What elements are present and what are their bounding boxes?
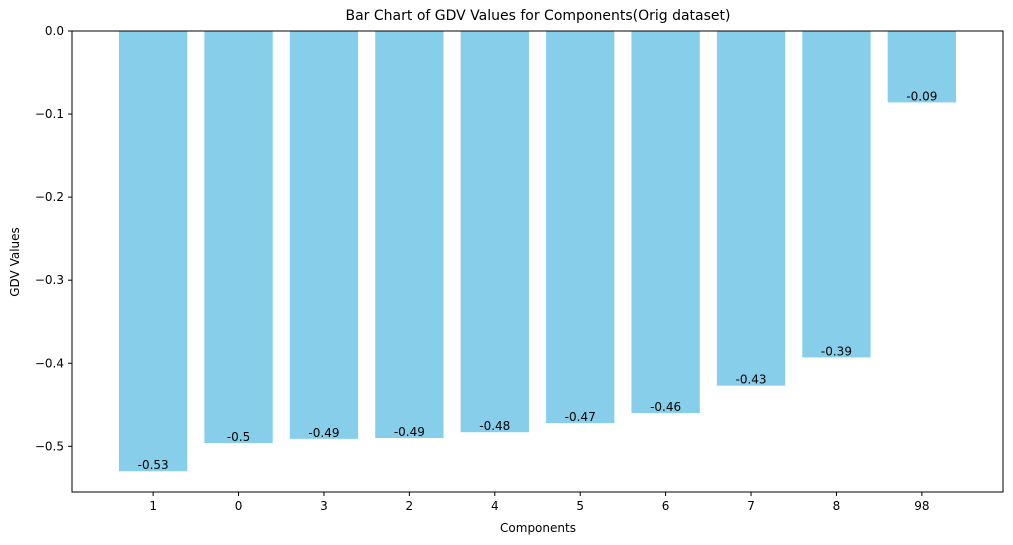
x-axis: 1 0 3 2 4 5 6 7 8 98	[149, 492, 929, 513]
y-tick-label-2: −0.2	[35, 190, 64, 204]
x-tick-label-2: 2	[406, 499, 414, 513]
x-tick-label-1: 1	[149, 499, 157, 513]
x-tick-label-7: 7	[747, 499, 755, 513]
x-tick-label-4: 4	[491, 499, 499, 513]
bar-5	[546, 31, 615, 424]
data-labels-layer: -0.53 -0.5 -0.49 -0.49 -0.48 -0.47 -0.46 -0.43 -…	[138, 89, 938, 472]
x-tick-label-98: 98	[914, 499, 929, 513]
bar-0	[204, 31, 273, 443]
data-label-2: -0.49	[394, 425, 425, 439]
bar-2	[375, 31, 444, 439]
x-tick-label-5: 5	[576, 499, 584, 513]
data-label-3: -0.49	[308, 426, 339, 440]
x-tick-label-6: 6	[662, 499, 670, 513]
x-tick-label-8: 8	[833, 499, 841, 513]
data-label-4: -0.48	[479, 419, 510, 433]
data-label-7: -0.43	[736, 373, 767, 387]
data-label-1: -0.53	[138, 458, 169, 472]
y-axis-label: GDV Values	[8, 227, 22, 297]
y-tick-label-4: −0.4	[35, 356, 64, 370]
x-tick-label-3: 3	[320, 499, 328, 513]
x-tick-label-0: 0	[235, 499, 243, 513]
bars-layer	[118, 31, 957, 472]
y-tick-label-3: −0.3	[35, 273, 64, 287]
bar-4	[460, 31, 529, 433]
x-axis-label: Components	[500, 521, 576, 535]
data-label-8: -0.39	[821, 344, 852, 358]
bar-7	[716, 31, 786, 386]
bar-98	[887, 31, 957, 103]
data-label-5: -0.47	[565, 410, 596, 424]
bar-1	[118, 31, 188, 472]
bar-3	[289, 31, 359, 439]
y-tick-label-1: −0.1	[35, 107, 64, 121]
plot-frame	[71, 30, 1004, 493]
y-tick-label-5: −0.5	[35, 439, 64, 453]
chart-title: Bar Chart of GDV Values for Components(O…	[346, 8, 731, 24]
y-axis: 0.0 −0.1 −0.2 −0.3 −0.4 −0.5	[35, 24, 72, 453]
data-label-0: -0.5	[227, 430, 250, 444]
data-label-6: -0.46	[650, 400, 681, 414]
bar-6	[631, 31, 700, 414]
y-tick-label-0: 0.0	[45, 24, 64, 38]
bar-8	[802, 31, 871, 358]
data-label-98: -0.09	[906, 89, 937, 103]
